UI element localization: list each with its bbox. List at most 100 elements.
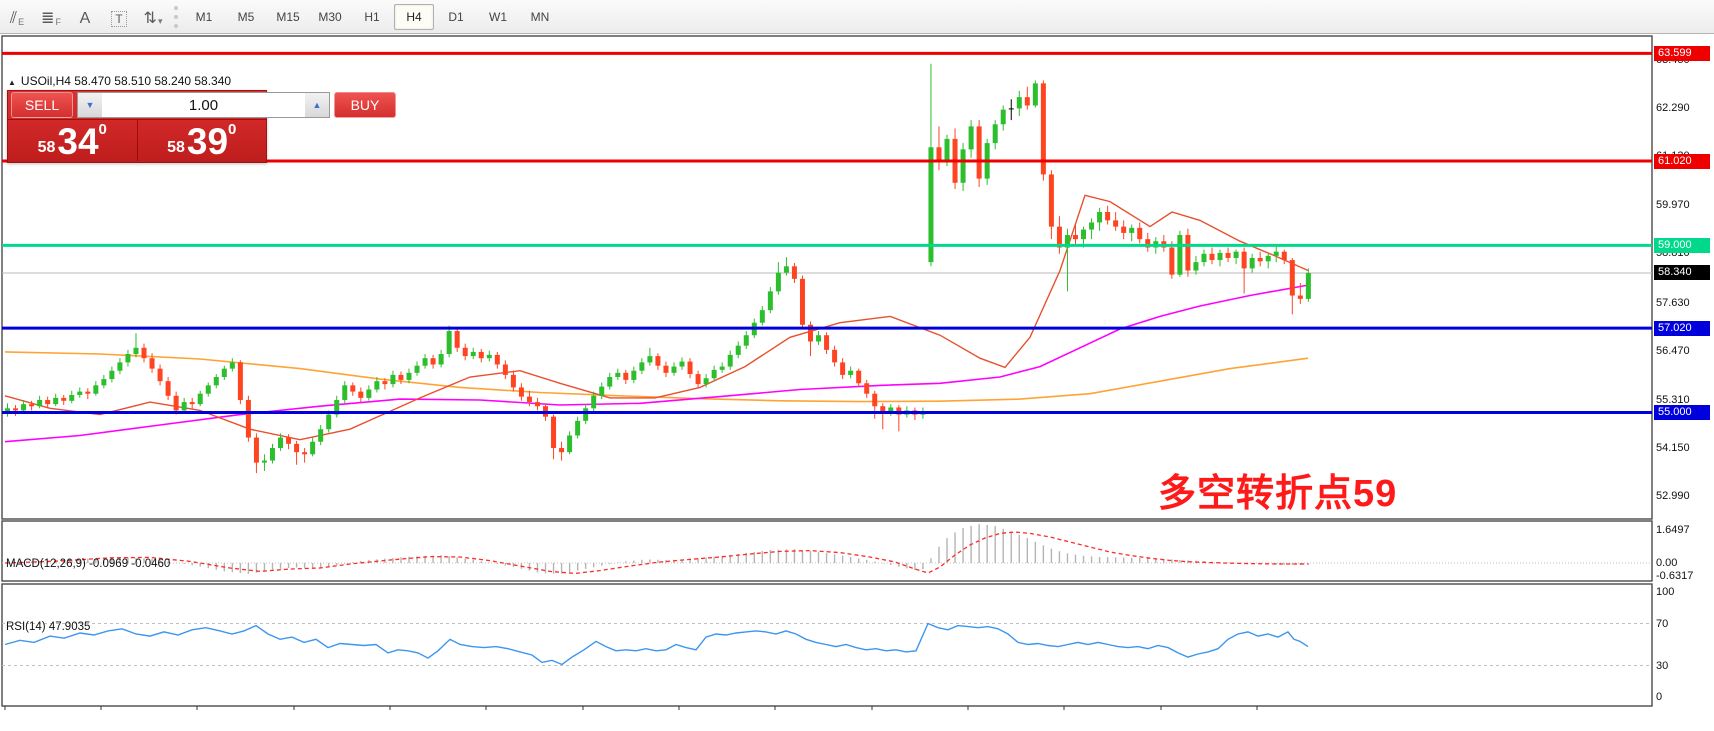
volume-input[interactable]	[102, 93, 305, 117]
candle-body	[213, 376, 219, 386]
timeframe-m1[interactable]: M1	[195, 9, 213, 24]
timeframe-m15[interactable]: M15	[276, 9, 300, 24]
price-tick-52.990: 52.990	[1656, 490, 1690, 503]
price-tick-62.290: 62.290	[1656, 102, 1690, 114]
candle-body	[1081, 229, 1087, 240]
buy-button[interactable]: BUY	[334, 92, 396, 118]
candle-body	[759, 310, 765, 323]
candle-body	[1121, 226, 1127, 233]
candle-body	[374, 381, 380, 390]
sell-button[interactable]: SELL	[11, 92, 73, 118]
chart-canvas[interactable]	[0, 34, 1714, 731]
candle-body	[840, 362, 846, 375]
timeframe-group: M1 M5 M15 M30 H1 H4 D1 W1 MN	[183, 3, 561, 30]
candle-body	[462, 347, 468, 357]
candle-body	[1024, 97, 1030, 106]
candle-body	[470, 351, 476, 357]
timeframe-w1[interactable]: W1	[489, 9, 507, 24]
candle-body	[1297, 295, 1303, 299]
candle-body	[687, 361, 693, 375]
candle-body	[486, 354, 492, 359]
candle-body	[205, 385, 211, 394]
candle-body	[77, 391, 83, 395]
sell-price-prefix: 58	[37, 139, 56, 156]
timeframe-d1[interactable]: D1	[448, 9, 464, 24]
volume-decrease-icon[interactable]: ▼	[78, 93, 102, 117]
buy-price[interactable]: 58 39 0	[138, 120, 267, 161]
fibonacci-icon[interactable]: ≣ F	[41, 9, 61, 27]
candle-body	[1289, 260, 1295, 296]
candle-body	[591, 395, 597, 409]
candle-body	[93, 385, 99, 394]
candle-body	[1040, 83, 1046, 175]
timeframe-m30[interactable]: M30	[318, 9, 342, 24]
candle-body	[767, 291, 773, 311]
macd-tick-0.00: 0.00	[1656, 557, 1678, 569]
candle-body	[157, 368, 163, 382]
candle-body	[1097, 212, 1103, 223]
candle-body	[791, 266, 797, 279]
candle-body	[390, 374, 396, 385]
candle-body	[1241, 251, 1247, 269]
candle-body	[261, 460, 267, 463]
timeframe-h4[interactable]: H4	[394, 3, 434, 30]
candle-body	[37, 399, 43, 407]
timeframe-m5[interactable]: M5	[237, 9, 255, 24]
candle-body	[824, 335, 830, 350]
candle-body	[727, 354, 733, 367]
sell-price[interactable]: 58 34 0	[8, 120, 138, 161]
sell-price-sup: 0	[98, 121, 107, 138]
panel-border	[1, 35, 1653, 520]
candle-body	[872, 393, 878, 407]
candle-body	[551, 416, 557, 449]
candle-body	[1209, 253, 1215, 261]
candle-body	[61, 397, 67, 401]
buy-price-big: 39	[186, 121, 229, 162]
buy-price-prefix: 58	[167, 139, 185, 156]
candle-body	[534, 402, 540, 407]
candle-body	[165, 381, 171, 396]
chart-window[interactable]: ▲ USOil,H4 58.470 58.510 58.240 58.340 SE…	[0, 34, 1714, 731]
candle-body	[1048, 174, 1054, 227]
candle-body	[133, 347, 139, 355]
candle-body	[575, 420, 581, 436]
text-tool-icon[interactable]: A	[79, 9, 91, 27]
candle-body	[173, 395, 179, 411]
buy-price-sup: 0	[228, 121, 237, 138]
timeframe-h1[interactable]: H1	[364, 9, 380, 24]
candle-body	[294, 443, 300, 453]
candle-body	[711, 369, 717, 379]
candle-body	[816, 335, 822, 342]
candle-body	[414, 365, 420, 373]
candle-body	[302, 452, 308, 455]
candle-body	[888, 407, 894, 413]
candle-body	[1233, 251, 1239, 258]
candle-body	[1265, 255, 1271, 262]
macd-signal-line	[4, 531, 1309, 575]
ma-red-line	[4, 194, 1309, 441]
candle-body	[960, 149, 966, 183]
collapse-triangle-icon[interactable]: ▲	[8, 78, 16, 87]
candle-body	[1113, 220, 1119, 227]
label-tool-icon[interactable]: T	[104, 4, 134, 30]
candle-body	[1169, 247, 1175, 275]
timeframe-mn[interactable]: MN	[530, 9, 550, 24]
candle-body	[269, 448, 275, 461]
candle-body	[719, 366, 725, 370]
candle-body	[880, 406, 886, 413]
candle-body	[85, 391, 91, 394]
current-price-flag: 58.340	[1654, 265, 1710, 281]
panel-border	[1, 583, 1653, 707]
candle-body	[808, 324, 813, 342]
candle-body	[1008, 108, 1014, 110]
arrows-tool-icon[interactable]: ⇅ ▾	[143, 9, 163, 27]
candle-body	[350, 385, 356, 392]
volume-increase-icon[interactable]: ▲	[305, 93, 329, 117]
candle-body	[326, 414, 332, 430]
equidistant-channel-icon[interactable]: ⫽ E	[9, 9, 25, 27]
candle-body	[832, 349, 838, 363]
price-flag-61.020: 61.020	[1654, 153, 1710, 169]
candle-body	[334, 399, 340, 415]
candle-body	[936, 147, 942, 160]
